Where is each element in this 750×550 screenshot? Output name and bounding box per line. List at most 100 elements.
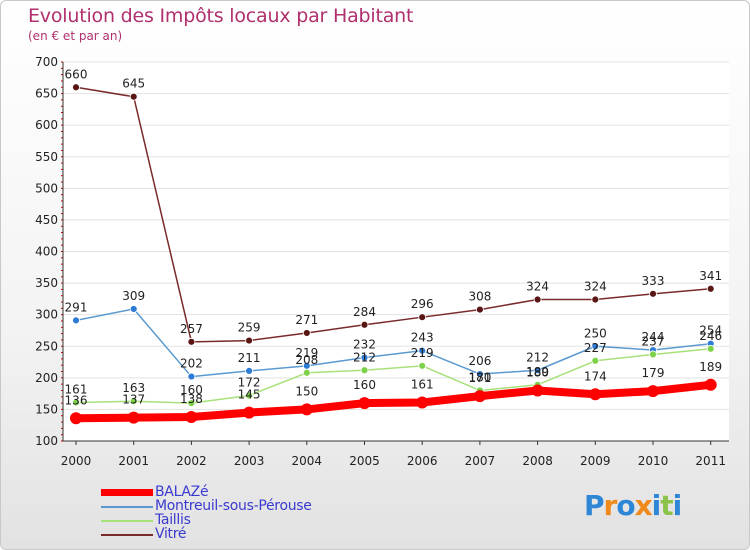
data-point: [243, 406, 256, 419]
data-label: 645: [122, 77, 145, 91]
data-point: [418, 361, 427, 370]
data-point: [418, 313, 427, 322]
data-label: 243: [411, 331, 434, 345]
data-label: 227: [584, 341, 607, 355]
data-point: [475, 305, 484, 314]
proxiti-logo: Proxiti: [584, 489, 683, 522]
data-point: [360, 366, 369, 375]
data-point: [360, 353, 369, 362]
data-point: [187, 372, 196, 381]
data-label: 212: [526, 350, 549, 364]
y-tick-label: 700: [35, 55, 58, 69]
logo-letter: i: [651, 489, 662, 522]
x-tick-label: 2002: [176, 454, 207, 468]
x-tick-label: 2010: [638, 454, 669, 468]
y-tick-label: 350: [35, 276, 58, 290]
x-tick-label: 2000: [61, 454, 92, 468]
data-label: 237: [642, 334, 665, 348]
data-point: [649, 350, 657, 359]
logo-letter: i: [672, 489, 683, 522]
data-label: 160: [353, 378, 376, 392]
data-point: [591, 356, 600, 365]
data-label: 244: [642, 330, 665, 344]
data-point: [416, 396, 429, 409]
data-label: 163: [122, 381, 145, 395]
data-label: 660: [65, 67, 88, 81]
data-label: 257: [180, 322, 203, 336]
legend-swatch: [101, 534, 153, 536]
logo-letter: o: [616, 489, 635, 522]
data-point: [418, 346, 427, 355]
data-label: 202: [180, 357, 203, 371]
data-point: [245, 391, 254, 400]
data-label: 137: [122, 393, 145, 407]
data-label: 171: [468, 371, 491, 385]
data-label: 219: [411, 346, 434, 360]
data-label: 250: [584, 326, 607, 340]
data-label: 308: [468, 290, 491, 304]
x-tick-label: 2003: [234, 454, 265, 468]
data-point: [129, 397, 138, 406]
data-point: [591, 295, 600, 304]
data-point: [300, 403, 313, 416]
data-point: [127, 411, 140, 424]
data-point: [129, 305, 138, 313]
data-point: [533, 366, 542, 375]
x-tick-label: 2004: [292, 454, 323, 468]
data-point: [591, 342, 600, 351]
legend-label: Vitré: [155, 526, 187, 542]
data-label: 296: [411, 297, 434, 311]
legend-label: Taillis: [155, 512, 191, 528]
data-point: [245, 336, 254, 345]
data-point: [589, 388, 602, 401]
data-point: [129, 92, 138, 101]
data-point: [475, 370, 484, 378]
data-point: [649, 289, 657, 298]
data-label: 341: [699, 269, 722, 283]
data-point: [473, 390, 486, 403]
data-label: 219: [295, 346, 318, 360]
data-label: 254: [699, 324, 722, 338]
data-label: 161: [411, 377, 434, 391]
data-label: 333: [642, 274, 665, 288]
data-label: 145: [238, 388, 261, 402]
data-label: 180: [468, 370, 491, 384]
y-tick-label: 500: [35, 181, 58, 195]
y-tick-label: 550: [35, 150, 58, 164]
x-tick-label: 2009: [580, 454, 611, 468]
data-label: 324: [526, 280, 549, 294]
y-tick-label: 600: [35, 118, 58, 132]
data-label: 189: [526, 365, 549, 379]
data-label: 174: [584, 369, 607, 383]
series-line-3: [72, 380, 715, 423]
data-label: 271: [295, 313, 318, 327]
y-tick-label: 100: [35, 434, 58, 448]
legend-swatch: [101, 489, 153, 496]
data-point: [187, 337, 196, 346]
y-tick-label: 150: [35, 402, 58, 416]
data-label: 211: [238, 351, 261, 365]
data-label: 246: [699, 329, 722, 343]
data-label: 138: [180, 392, 203, 406]
data-point: [72, 398, 80, 407]
x-tick-label: 2006: [407, 454, 438, 468]
data-point: [245, 366, 254, 375]
data-label: 212: [353, 350, 376, 364]
series-line-0: [75, 86, 712, 343]
y-tick-label: 250: [35, 339, 58, 353]
data-point: [70, 412, 82, 425]
data-label: 232: [353, 338, 376, 352]
logo-letter: x: [634, 489, 653, 522]
data-point: [647, 385, 659, 398]
data-point: [302, 368, 311, 377]
data-label: 259: [238, 321, 261, 335]
data-label: 136: [65, 393, 88, 407]
series-line-2: [75, 348, 712, 404]
data-label: 172: [238, 376, 261, 390]
data-point: [360, 320, 369, 329]
data-label: 206: [468, 354, 491, 368]
data-point: [706, 344, 715, 353]
data-label: 309: [122, 289, 145, 303]
